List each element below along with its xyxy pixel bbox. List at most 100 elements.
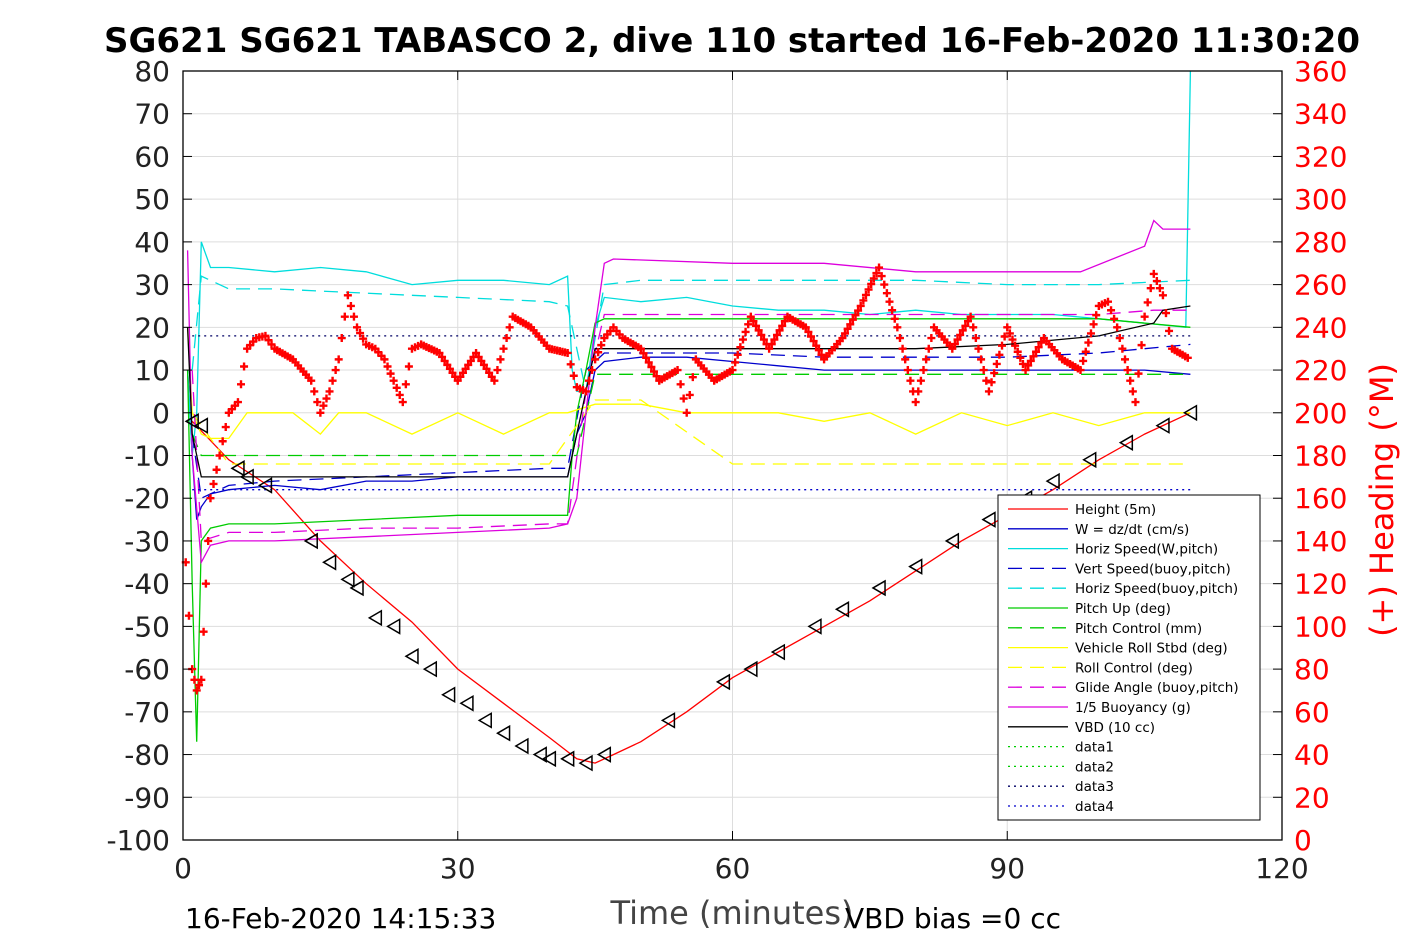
heading-marker [971,334,980,343]
y-tick-label-left: -30 [124,525,170,558]
heading-marker [950,340,959,349]
x-tick-label: 60 [715,852,751,885]
x-tick-label: 120 [1255,852,1308,885]
y-tick-label-right: 160 [1294,482,1347,515]
heading-marker [898,344,907,353]
heading-marker [563,348,572,357]
heading-marker [1092,311,1101,320]
heading-marker [1131,398,1140,407]
heading-marker [644,358,653,367]
triangle-marker [303,532,318,550]
heading-marker [778,321,787,330]
heading-marker [741,327,750,336]
heading-marker [875,263,884,272]
heading-marker [956,330,965,339]
heading-marker [1011,341,1020,350]
heading-marker [267,340,276,349]
y-tick-label-right: 0 [1294,824,1312,857]
heading-marker [977,355,986,364]
heading-marker [688,373,697,382]
heading-marker [1118,344,1127,353]
y-tick-label-left: 30 [134,269,170,302]
triangle-marker [496,724,511,742]
heading-marker [804,327,813,336]
heading-marker [1103,297,1112,306]
y-tick-label-right: 360 [1294,55,1347,88]
heading-marker [1018,359,1027,368]
triangle-marker [193,417,209,434]
heading-marker [966,312,975,321]
triangle-marker [981,511,996,528]
triangle-marker [560,750,575,768]
heading-marker [728,366,737,375]
heading-marker [893,323,902,332]
heading-marker [903,366,912,375]
heading-marker [838,334,847,343]
legend-label: data4 [1075,799,1114,815]
y-tick-label-left: 0 [152,397,170,430]
heading-marker [496,355,505,364]
heading-marker [861,290,870,299]
heading-marker [395,390,404,399]
heading-marker [588,366,597,375]
heading-marker [184,611,193,620]
heading-marker [383,362,392,371]
heading-marker [841,329,850,338]
y-tick-label-left: -20 [124,482,170,515]
heading-marker [888,306,897,315]
heading-marker [359,334,368,343]
y-tick-label-left: 40 [134,226,170,259]
triangle-marker [404,647,419,665]
heading-marker [204,536,213,545]
legend-label: data2 [1075,759,1114,775]
y-tick-label-left: 50 [134,183,170,216]
heading-marker [1008,335,1017,344]
y-tick-label-left: -70 [124,696,170,729]
triangle-marker [477,712,492,729]
heading-marker [639,349,648,358]
heading-marker [958,326,967,335]
legend-label: Horiz Speed(W,pitch) [1075,542,1218,558]
legend-label: Glide Angle (buoy,pitch) [1075,680,1239,696]
heading-marker [195,681,204,690]
heading-marker [859,296,868,305]
triangle-marker [239,468,254,486]
heading-marker [1134,369,1143,378]
heading-marker [1146,284,1155,293]
heading-marker [767,340,776,349]
x-tick-label: 0 [174,852,192,885]
heading-marker [770,335,779,344]
heading-marker [1161,309,1170,318]
heading-marker [1079,356,1088,365]
legend-label: VBD (10 cc) [1075,720,1155,736]
axes: 0 30 60 90 12080706050403020100-10-20-30-40-… [106,55,1347,885]
heading-marker [995,350,1004,359]
triangle-marker [944,532,960,550]
triangle-marker [257,477,273,494]
triangle-marker [184,413,199,430]
triangle-marker [230,460,245,477]
heading-marker [197,675,206,684]
heading-marker [979,366,988,375]
heading-marker [502,334,511,343]
y-tick-label-left: -60 [124,653,170,686]
heading-marker [890,314,899,323]
heading-marker [752,321,761,330]
heading-marker [591,355,600,364]
heading-marker [1107,306,1116,315]
heading-marker [1183,353,1192,362]
chart-title: SG621 SG621 TABASCO 2, dive 110 started … [104,21,1360,61]
heading-marker [1000,332,1009,341]
heading-marker [731,358,740,367]
heading-marker [992,359,1001,368]
y-tick-label-left: 20 [134,311,170,344]
heading-marker [1024,361,1033,370]
heading-marker [1076,366,1085,375]
x-tick-label: 90 [989,852,1025,885]
triangle-marker [1045,472,1060,490]
footer-vbd-bias: VBD bias =0 cc [845,902,1061,935]
y-tick-label-right: 20 [1294,781,1330,814]
heading-marker [356,329,365,338]
heading-marker [736,343,745,352]
triangle-marker [1182,404,1198,422]
